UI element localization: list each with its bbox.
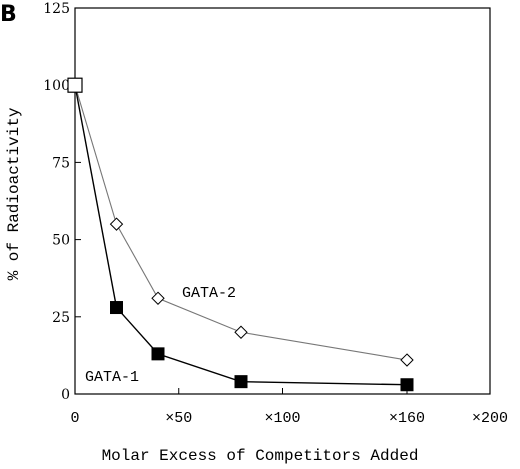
data-point-gata-2 <box>109 217 124 231</box>
data-point-gata-2 <box>400 353 414 367</box>
plot-frame <box>74 7 491 395</box>
y-tick-label: 0 <box>61 387 70 403</box>
series-label-gata-2: GATA-2 <box>182 285 236 302</box>
x-axis-label: Molar Excess of Competitors Added <box>102 447 419 465</box>
data-point-gata-2 <box>151 291 165 305</box>
x-tick-label: ×100 <box>264 410 300 427</box>
y-tick-label: 75 <box>52 155 70 171</box>
x-tick-label: 0 <box>70 410 79 427</box>
series-points <box>67 77 414 392</box>
data-point-start <box>67 77 83 93</box>
data-point-gata-1 <box>400 378 414 392</box>
panel-label: B <box>0 2 17 27</box>
y-tick-label: 25 <box>52 310 70 326</box>
y-axis-ticks: 0 25 50 75 100 125 <box>43 1 81 403</box>
data-point-gata-1 <box>151 347 165 361</box>
y-axis-label: % of Radioactivity <box>5 107 23 280</box>
data-point-gata-1 <box>110 301 123 315</box>
x-axis-ticks: 0 ×50 ×100 ×160 ×200 <box>70 388 508 427</box>
series-label-gata-1: GATA-1 <box>85 369 139 386</box>
series-labels: GATA-2 GATA-1 <box>85 285 236 386</box>
x-tick-label: ×50 <box>165 410 192 427</box>
series-lines <box>74 85 408 386</box>
data-point-gata-2 <box>234 325 248 339</box>
data-point-gata-1 <box>234 375 248 389</box>
y-tick-label: 50 <box>52 233 70 249</box>
x-tick-label: ×200 <box>472 410 508 427</box>
series-line-gata-2 <box>74 85 408 361</box>
y-tick-label: 100 <box>43 78 70 94</box>
y-tick-label: 125 <box>43 1 70 17</box>
series-line-gata-1 <box>74 85 408 386</box>
x-tick-label: ×160 <box>389 410 425 427</box>
